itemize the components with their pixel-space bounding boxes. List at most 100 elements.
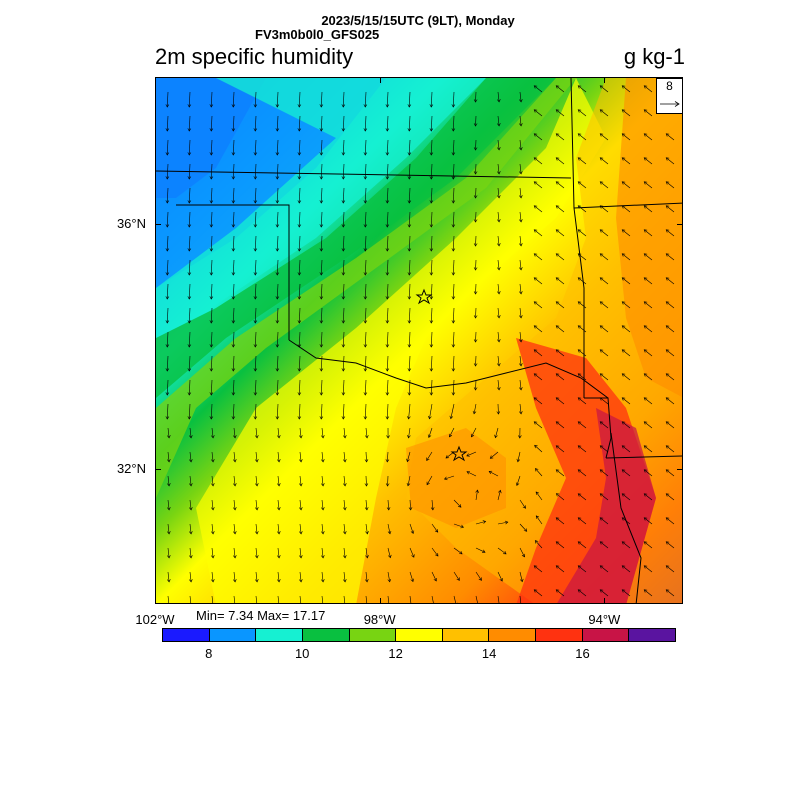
wind-vector bbox=[364, 163, 367, 179]
wind-arrowhead bbox=[253, 176, 258, 180]
wind-vector bbox=[578, 229, 587, 237]
wind-vector bbox=[519, 211, 522, 222]
wind-arrowhead bbox=[429, 320, 434, 324]
wind-vector bbox=[232, 235, 235, 251]
wind-vector bbox=[622, 397, 631, 405]
wind-vector bbox=[298, 403, 301, 419]
wind-vector bbox=[644, 517, 653, 525]
wind-arrowhead bbox=[341, 152, 346, 156]
wind-arrowhead bbox=[211, 531, 215, 535]
wind-vector bbox=[644, 277, 653, 285]
wind-vector bbox=[364, 283, 367, 299]
wind-vector bbox=[600, 517, 609, 525]
wind-vector bbox=[534, 133, 543, 141]
wind-vector bbox=[622, 157, 631, 165]
wind-arrowhead bbox=[621, 565, 626, 569]
wind-vector bbox=[497, 307, 500, 318]
wind-arrowhead bbox=[299, 483, 303, 487]
wind-arrowhead bbox=[209, 152, 214, 156]
wind-arrowhead bbox=[209, 320, 214, 324]
wind-vector bbox=[365, 499, 368, 510]
wind-vector bbox=[430, 91, 433, 107]
wind-vector bbox=[534, 253, 543, 261]
wind-vector bbox=[321, 475, 324, 486]
wind-arrowhead bbox=[319, 200, 324, 204]
wind-vector bbox=[534, 205, 543, 213]
wind-vector bbox=[364, 259, 367, 275]
wind-vector bbox=[342, 235, 345, 251]
wind-arrowhead bbox=[535, 515, 540, 519]
wind-arrowhead bbox=[534, 468, 539, 472]
wind-arrowhead bbox=[643, 565, 648, 569]
wind-vector bbox=[556, 277, 565, 285]
wind-arrowhead bbox=[665, 325, 670, 329]
wind-arrowhead bbox=[277, 483, 281, 487]
wind-vector bbox=[167, 475, 170, 486]
wind-arrowhead bbox=[451, 272, 456, 276]
wind-vector bbox=[232, 163, 235, 179]
wind-arrowhead bbox=[386, 507, 391, 511]
wind-vector bbox=[497, 139, 500, 150]
wind-arrowhead bbox=[599, 253, 604, 257]
wind-vector bbox=[277, 475, 280, 486]
wind-arrowhead bbox=[211, 603, 214, 604]
wind-arrowhead bbox=[621, 397, 626, 401]
wind-vector bbox=[211, 595, 214, 603]
wind-vector bbox=[232, 331, 235, 347]
wind-arrowhead bbox=[533, 373, 538, 377]
wind-vector bbox=[578, 205, 587, 213]
wind-vector bbox=[622, 493, 631, 501]
wind-vector bbox=[644, 205, 653, 213]
time-title: 2023/5/15/15UTC (9LT), Monday bbox=[321, 13, 515, 28]
wind-vector bbox=[320, 211, 323, 227]
wind-arrowhead bbox=[599, 85, 604, 89]
wind-vector bbox=[409, 571, 414, 582]
wind-arrowhead bbox=[643, 373, 648, 377]
wind-vector bbox=[254, 403, 257, 419]
wind-arrowhead bbox=[665, 301, 670, 305]
wind-vector bbox=[534, 421, 543, 429]
wind-arrowhead bbox=[555, 445, 560, 449]
wind-vector bbox=[578, 373, 587, 381]
wind-vector bbox=[255, 595, 258, 603]
wind-vector bbox=[343, 427, 346, 438]
wind-vector bbox=[622, 325, 631, 333]
wind-vector bbox=[211, 499, 214, 510]
wind-arrowhead bbox=[277, 603, 280, 604]
wind-vector bbox=[342, 211, 345, 227]
wind-vector bbox=[556, 349, 565, 357]
wind-arrowhead bbox=[253, 272, 258, 276]
wind-vector bbox=[534, 109, 543, 117]
wind-arrowhead bbox=[665, 205, 670, 209]
wind-vector bbox=[342, 91, 345, 107]
wind-vector bbox=[578, 133, 587, 141]
wind-arrowhead bbox=[518, 435, 522, 439]
wind-vector bbox=[364, 91, 367, 107]
wind-vector bbox=[254, 115, 257, 131]
wind-arrowhead bbox=[665, 277, 670, 281]
wind-vector bbox=[430, 139, 433, 155]
wind-arrowhead bbox=[407, 272, 412, 276]
wind-vector bbox=[578, 253, 587, 261]
wind-vector bbox=[535, 540, 543, 549]
wind-vector bbox=[188, 403, 191, 419]
wind-vector bbox=[276, 115, 279, 131]
wind-vector bbox=[426, 451, 433, 461]
wind-vector bbox=[189, 523, 192, 534]
wind-arrowhead bbox=[643, 133, 648, 137]
wind-vector bbox=[519, 571, 523, 582]
wind-arrowhead bbox=[297, 392, 302, 396]
wind-arrowhead bbox=[387, 603, 390, 604]
wind-arrowhead bbox=[498, 489, 502, 494]
wind-vector bbox=[232, 115, 235, 131]
wind-vector bbox=[622, 565, 631, 573]
wind-vector bbox=[343, 595, 346, 603]
wind-arrowhead bbox=[209, 176, 214, 180]
wind-vector bbox=[578, 589, 587, 597]
wind-vector bbox=[210, 115, 213, 131]
wind-arrowhead bbox=[665, 229, 670, 233]
wind-arrowhead bbox=[665, 493, 670, 497]
wind-vector bbox=[254, 235, 257, 251]
wind-arrowhead bbox=[341, 224, 346, 228]
wind-vector bbox=[578, 517, 587, 525]
